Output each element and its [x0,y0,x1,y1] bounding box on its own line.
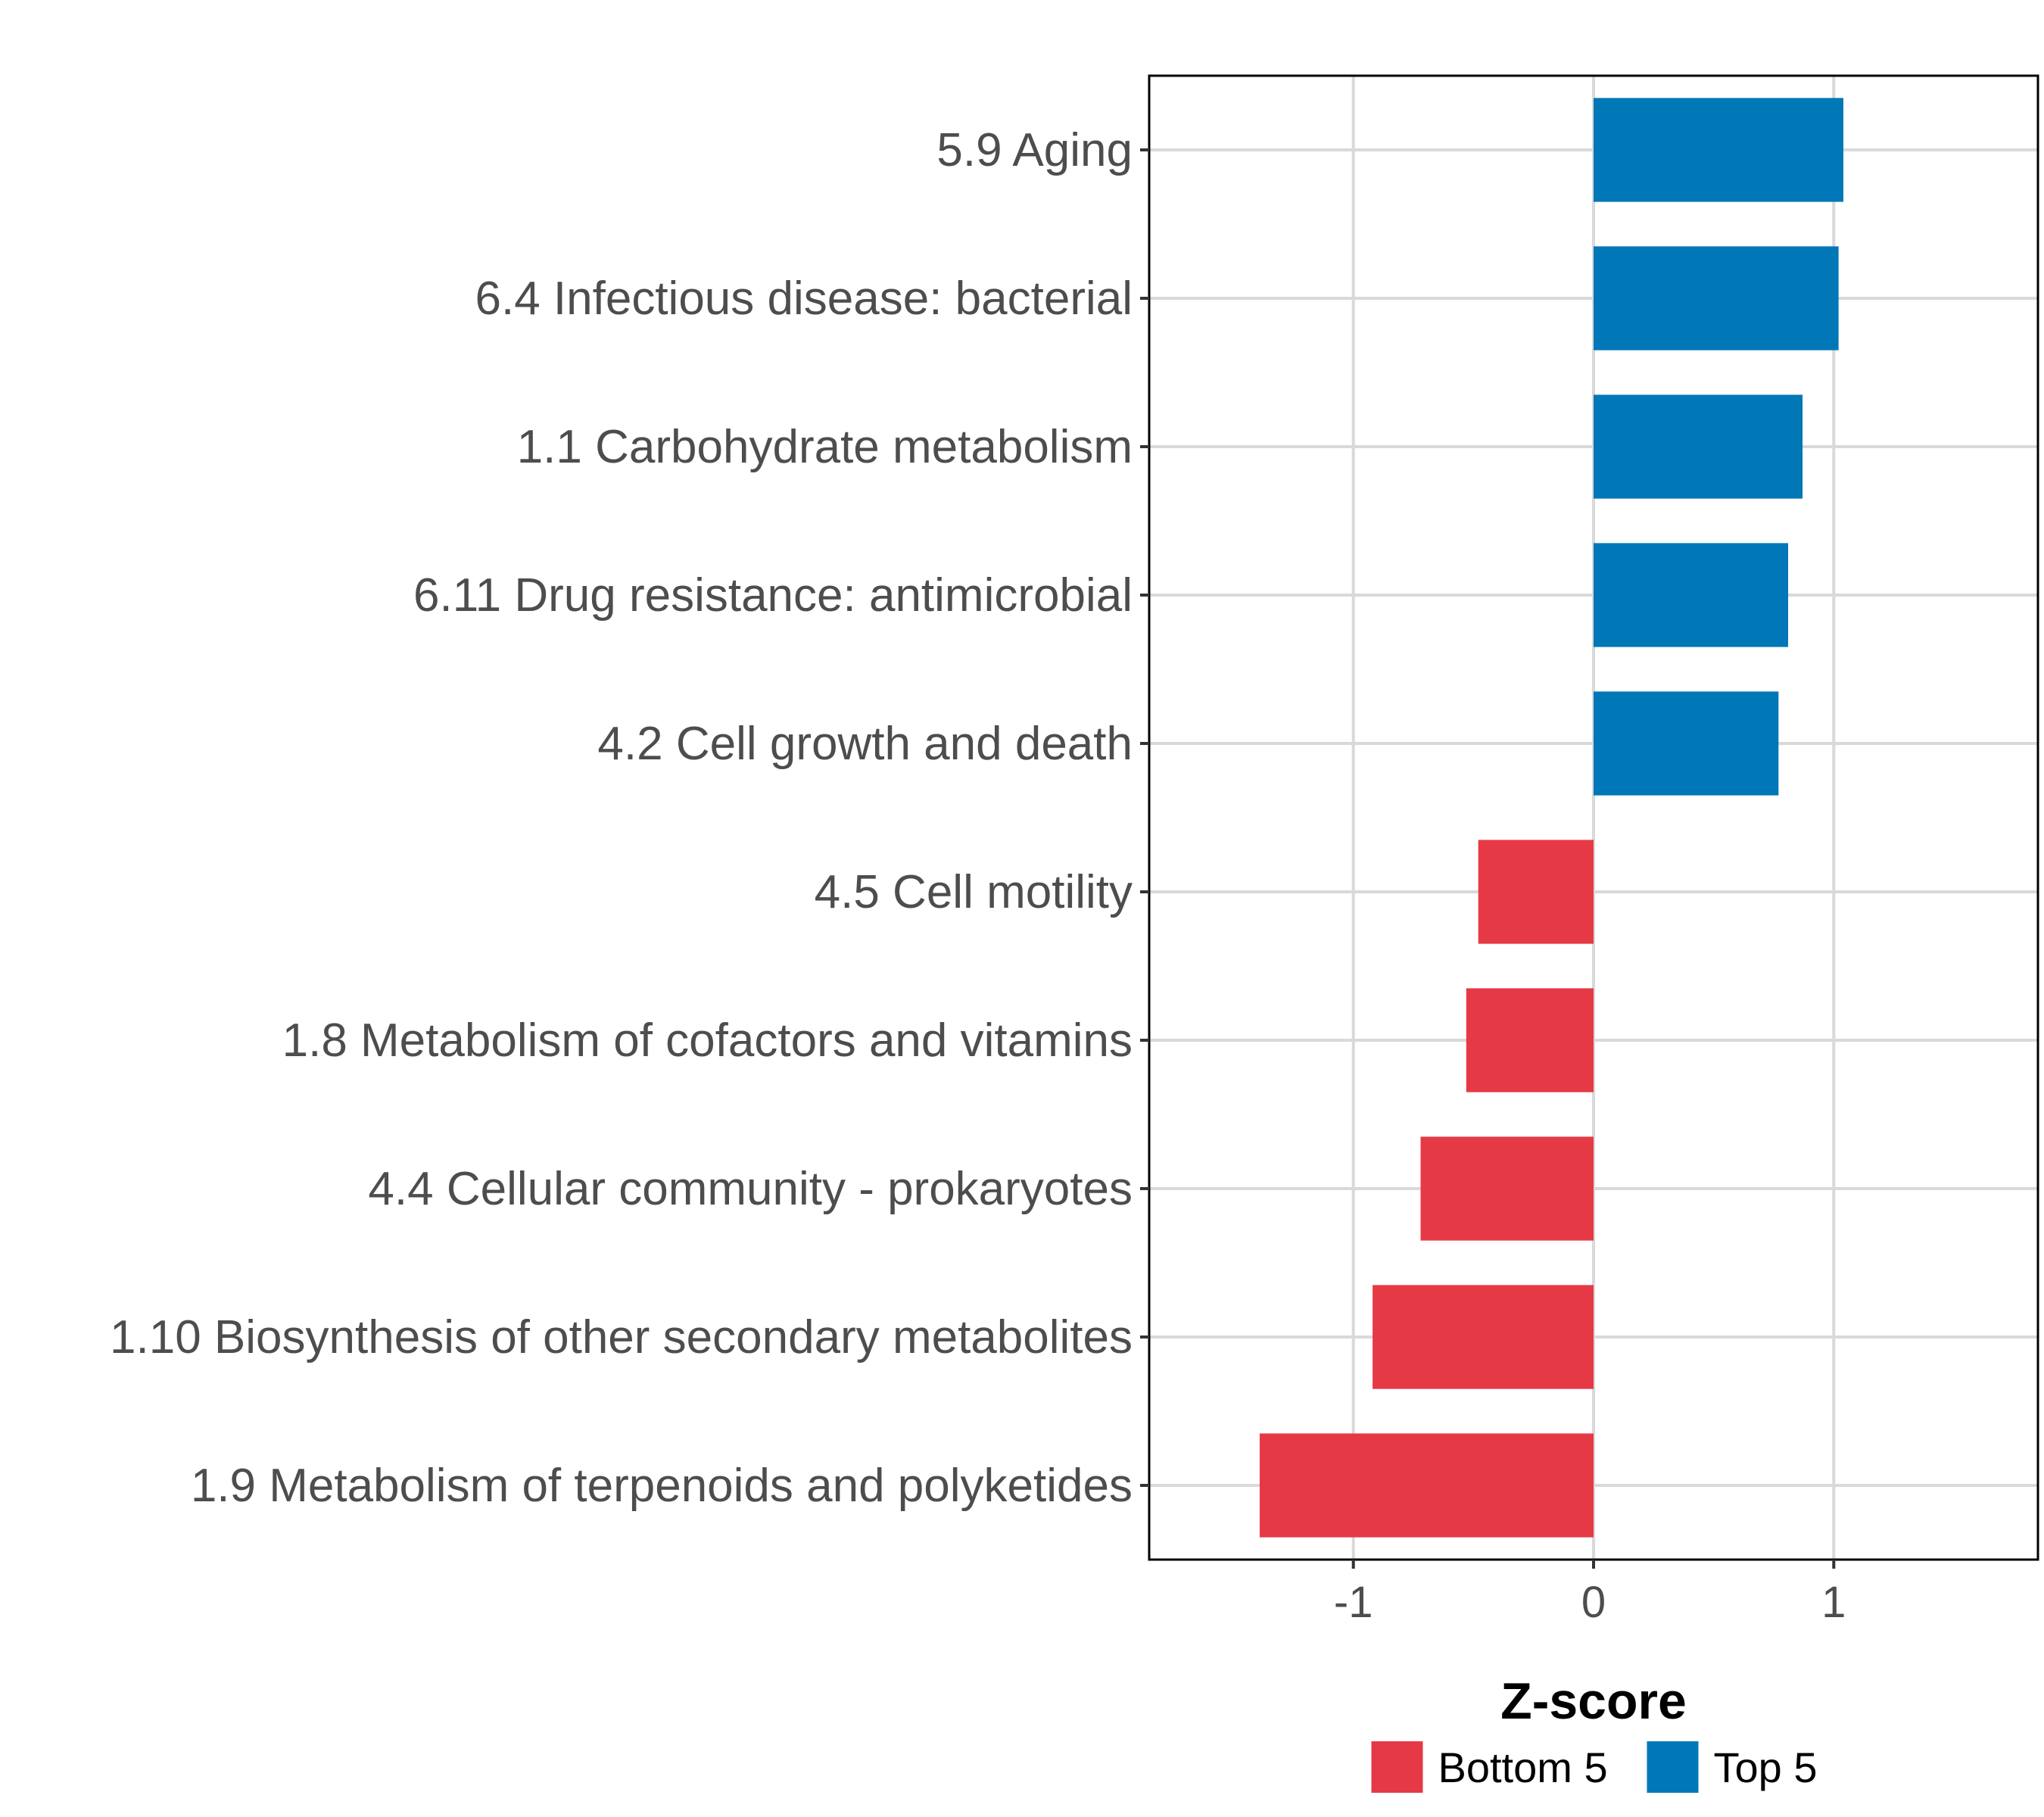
category-label: 5.9 Aging [936,124,1133,176]
legend-label: Top 5 [1714,1744,1818,1791]
category-label: 1.1 Carbohydrate metabolism [517,421,1133,473]
legend-swatch [1371,1741,1423,1793]
category-label: 1.9 Metabolism of terpenoids and polyket… [191,1460,1133,1512]
category-label: 1.10 Biosynthesis of other secondary met… [110,1311,1133,1364]
bar [1466,988,1594,1092]
x-axis: -1 0 1 [1334,1560,1846,1627]
category-label: 6.11 Drug resistance: antimicrobial [413,569,1133,622]
category-label: 4.5 Cell motility [815,866,1133,918]
category-label: 1.8 Metabolism of cofactors and vitamins [282,1014,1133,1067]
bar [1420,1136,1594,1241]
category-label: 4.4 Cellular community - prokaryotes [368,1163,1133,1215]
bar [1373,1285,1594,1389]
bar [1594,543,1789,647]
legend-swatch [1647,1741,1699,1793]
legend-label: Bottom 5 [1438,1744,1608,1791]
bar [1594,98,1843,202]
bar [1594,691,1779,796]
x-axis-title: Z-score [1500,1672,1687,1730]
bar [1594,246,1839,351]
category-label: 6.4 Infectious disease: bacterial [475,273,1133,325]
bars [1259,98,1843,1538]
x-tick-label: 0 [1581,1578,1606,1627]
bar [1259,1433,1594,1538]
x-tick-label: 1 [1821,1578,1846,1627]
x-tick-label: -1 [1334,1578,1373,1627]
category-label: 4.2 Cell growth and death [597,718,1133,770]
bar [1594,394,1803,499]
bar [1478,840,1594,944]
y-axis: 5.9 Aging 6.4 Infectious disease: bacteri… [110,124,1149,1512]
legend: Bottom 5 Top 5 [1371,1741,1818,1793]
